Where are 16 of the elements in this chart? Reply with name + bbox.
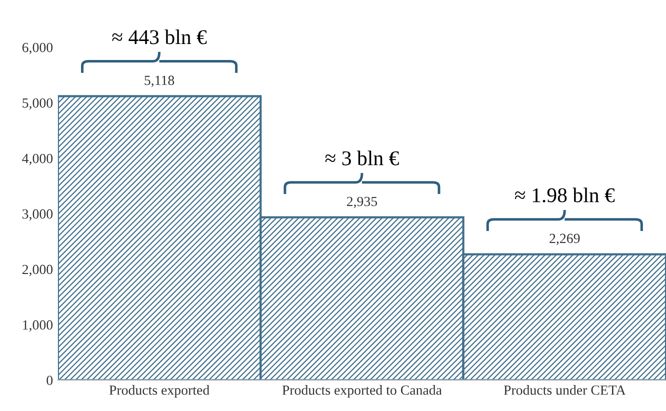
x-tick-label: Products exported <box>109 385 210 398</box>
annotation: ≈ 1.98 bln € <box>514 188 615 202</box>
x-tick-label: Products under CETA <box>504 385 626 395</box>
y-tick-label: 0 <box>46 376 53 386</box>
annotation: ≈ 3 bln € <box>325 150 399 166</box>
y-tick-label: 4,000 <box>22 154 53 166</box>
data-label: 2,269 <box>550 234 580 246</box>
data-label: 5,118 <box>144 76 174 88</box>
y-tick-label: 5,000 <box>22 98 53 110</box>
y-tick-label: 2,000 <box>22 264 53 276</box>
x-tick-label: Products exported to Canada <box>282 385 442 398</box>
y-tick-label: 3,000 <box>22 209 53 221</box>
text: ≈ 443 bln € <box>112 30 207 44</box>
y-tick-label: 1,000 <box>23 320 53 332</box>
y-tick-label: 6,000 <box>22 42 53 54</box>
data-label: 2,935 <box>346 196 378 208</box>
